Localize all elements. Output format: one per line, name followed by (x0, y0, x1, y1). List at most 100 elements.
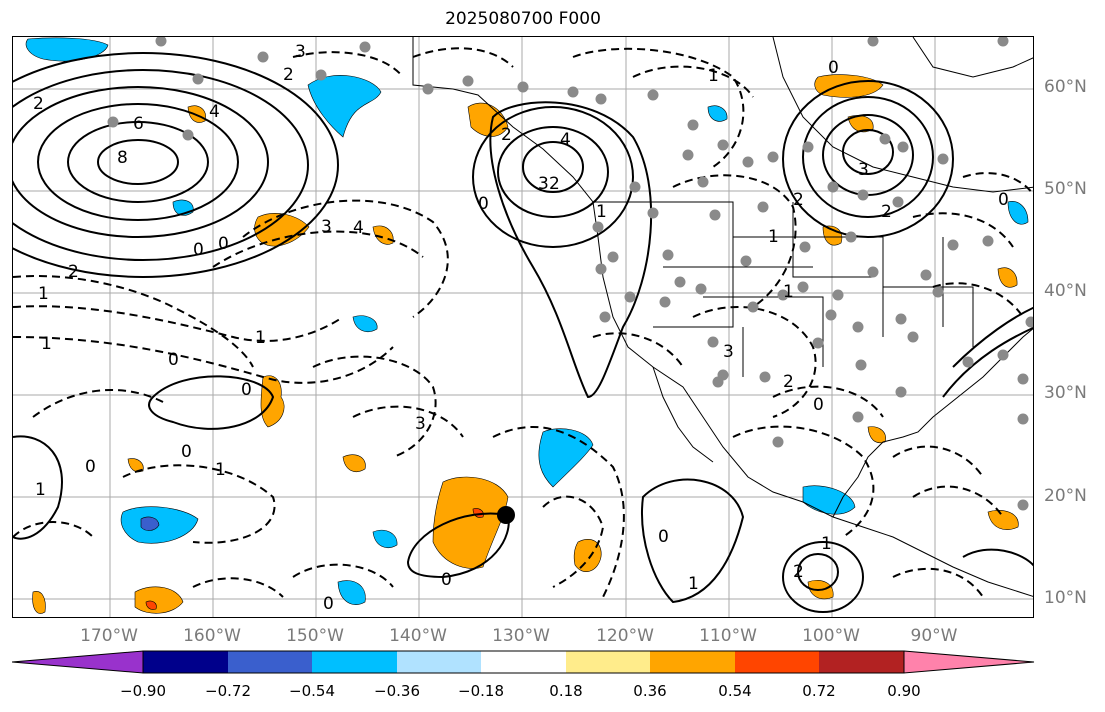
colorbar-segment (819, 651, 904, 673)
contour-label: 2 (793, 190, 804, 210)
map-title: 2025080700 F000 (445, 9, 601, 29)
contour-label: 1 (41, 334, 52, 354)
contour-label: 0 (658, 527, 669, 547)
warm-patch (260, 375, 285, 428)
contour-label: 2 (881, 202, 892, 222)
colorbar-segment (566, 651, 650, 673)
colorbar-segment (650, 651, 735, 673)
colorbar-outline (142, 650, 905, 674)
dashed-contours (13, 47, 1033, 598)
cold-patch (1007, 201, 1029, 225)
contour-label: 8 (117, 148, 128, 168)
colorbar-segment (312, 651, 397, 673)
lon-label: 90°W (910, 626, 958, 646)
map-panel: 3 2 6 8 4 2 3 4 0 0 2 1 1 0 0 0 1 0 1 0 … (12, 36, 1034, 618)
contour-label: 4 (560, 130, 571, 150)
contour-lines (13, 52, 1033, 613)
contour-label: 1 (596, 202, 607, 222)
colorbar-segment (228, 651, 312, 673)
cold-patch (538, 428, 594, 488)
contour-label: 0 (813, 395, 824, 415)
cold-patch (802, 485, 856, 515)
lon-label: 100°W (802, 626, 860, 646)
colorbar-segment (903, 650, 1035, 674)
warm-patch (145, 600, 157, 610)
warm-patch (432, 476, 509, 569)
lat-label: 20°N (1044, 486, 1087, 506)
contour-label: 3 (538, 174, 549, 194)
contour-label-group: 3 2 6 8 4 2 3 4 0 0 2 1 1 0 0 0 1 0 1 0 … (33, 42, 1009, 614)
cold-patch (120, 506, 199, 544)
warm-patch (997, 267, 1018, 288)
contour-label: 1 (215, 460, 226, 480)
warm-patch (867, 426, 886, 444)
lat-label: 40°N (1044, 281, 1087, 301)
contour-label: 2 (783, 372, 794, 392)
contour-label: 1 (821, 534, 832, 554)
colorbar-segment (735, 651, 819, 673)
warm-patch (467, 102, 509, 137)
contour-label: 0 (241, 380, 252, 400)
storm-marker (497, 506, 515, 524)
cold-patch (307, 75, 382, 138)
coastlines (412, 37, 1033, 597)
warm-patch (814, 74, 884, 98)
warm-patch (342, 454, 366, 472)
contour-label: 1 (688, 574, 699, 594)
contour-label: 3 (858, 160, 869, 180)
colorbar-tick: −0.72 (205, 682, 251, 700)
contour-label: 0 (193, 240, 204, 260)
map-canvas: 3 2 6 8 4 2 3 4 0 0 2 1 1 0 0 0 1 0 1 0 … (13, 37, 1033, 617)
colorbar-tick: 0.18 (549, 682, 583, 700)
colorbar-tick: −0.54 (289, 682, 335, 700)
warm-patch (32, 591, 46, 614)
lat-label: 50°N (1044, 179, 1087, 199)
contour-label: 1 (35, 480, 46, 500)
contour-label: 2 (501, 125, 512, 145)
colorbar-tick: 0.54 (718, 682, 752, 700)
cold-patch (707, 105, 728, 122)
cold-patch (140, 516, 160, 531)
lon-label: 140°W (389, 626, 447, 646)
warm-patch (127, 458, 144, 473)
colorbar-tick: −0.36 (374, 682, 420, 700)
contour-label: 0 (478, 194, 489, 214)
colorbar-segment (12, 650, 144, 674)
colorbar-tick: 0.72 (802, 682, 836, 700)
colorbar-segment (397, 651, 481, 673)
colorbar-segment (143, 651, 228, 673)
contour-label: 0 (181, 442, 192, 462)
shaded-field (25, 37, 1029, 614)
contour-label: 2 (549, 174, 560, 194)
contour-label: 1 (38, 284, 49, 304)
contour-label: 3 (295, 42, 306, 62)
lon-label: 160°W (183, 626, 241, 646)
colorbar-tick: 0.36 (633, 682, 667, 700)
lon-label: 150°W (286, 626, 344, 646)
lon-label: 170°W (80, 626, 138, 646)
lat-label: 60°N (1044, 77, 1087, 97)
colorbar-segment (481, 651, 566, 673)
contour-label: 4 (209, 102, 220, 122)
warm-patch (987, 509, 1019, 530)
warm-patch (573, 538, 602, 572)
contour-label: 0 (168, 350, 179, 370)
station-markers (107, 37, 1033, 511)
lat-label: 10°N (1044, 588, 1087, 608)
contour-label: 2 (33, 94, 44, 114)
contour-label: 6 (133, 114, 144, 134)
cold-patch (337, 580, 366, 605)
contour-label: 0 (441, 570, 452, 590)
contour-label: 0 (998, 190, 1009, 210)
contour-label: 4 (353, 218, 364, 238)
contour-label: 1 (255, 328, 266, 348)
contour-label: 0 (85, 457, 96, 477)
contour-label: 1 (768, 227, 779, 247)
cold-patch (25, 37, 109, 62)
colorbar (12, 650, 1035, 674)
lon-label: 130°W (492, 626, 550, 646)
contour-label: 1 (783, 282, 794, 302)
contour-label: 2 (793, 562, 804, 582)
lon-label: 110°W (699, 626, 757, 646)
warm-patch (134, 586, 184, 614)
